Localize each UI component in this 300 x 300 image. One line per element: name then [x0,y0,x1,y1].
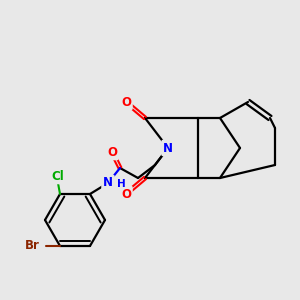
Text: N: N [163,142,173,154]
Text: O: O [121,95,131,109]
Text: H: H [117,179,126,189]
Text: N: N [103,176,113,190]
Text: Cl: Cl [52,169,64,182]
Text: O: O [107,146,117,158]
Text: Br: Br [25,239,39,253]
Text: O: O [121,188,131,200]
